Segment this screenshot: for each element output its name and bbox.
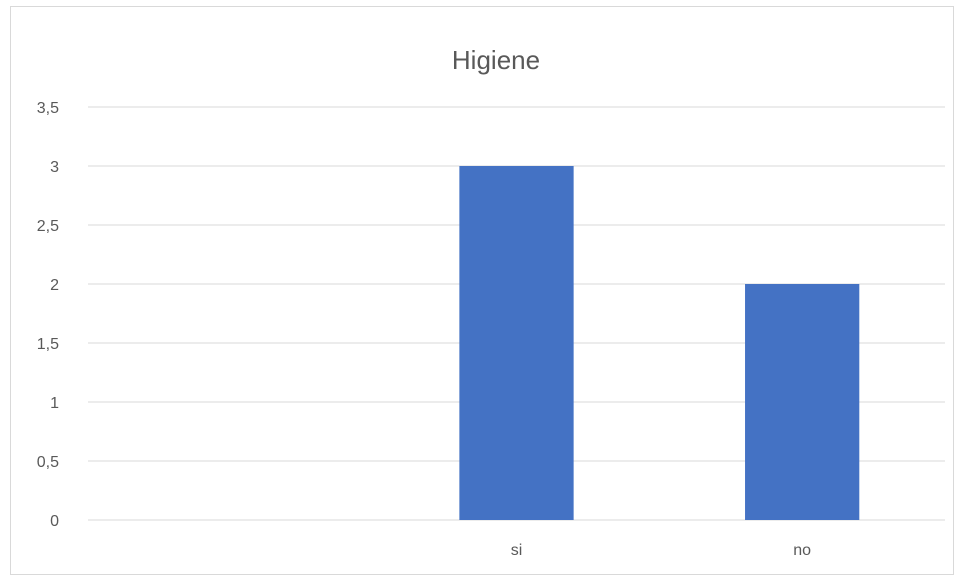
- y-tick-label: 3,5: [37, 100, 59, 117]
- x-axis-ticks: si no: [511, 542, 811, 559]
- bar-no: [745, 284, 860, 520]
- chart-title: Higiene: [452, 45, 540, 75]
- y-tick-label: 3: [50, 159, 59, 176]
- x-tick-label: si: [511, 542, 523, 559]
- bars: [459, 166, 860, 520]
- x-tick-label: no: [793, 542, 811, 559]
- y-tick-label: 0,5: [37, 454, 59, 471]
- y-tick-label: 2: [50, 277, 59, 294]
- y-axis-ticks: 0 0,5 1 1,5 2 2,5 3 3,5: [37, 100, 59, 530]
- chart-frame: Higiene 0 0,5 1 1,5 2 2,5 3 3,5 si no: [10, 6, 954, 575]
- y-tick-label: 2,5: [37, 218, 59, 235]
- bar-chart: Higiene 0 0,5 1 1,5 2 2,5 3 3,5 si no: [37, 45, 945, 559]
- y-tick-label: 1: [50, 395, 59, 412]
- y-tick-label: 0: [50, 513, 59, 530]
- bar-si: [459, 166, 574, 520]
- y-tick-label: 1,5: [37, 336, 59, 353]
